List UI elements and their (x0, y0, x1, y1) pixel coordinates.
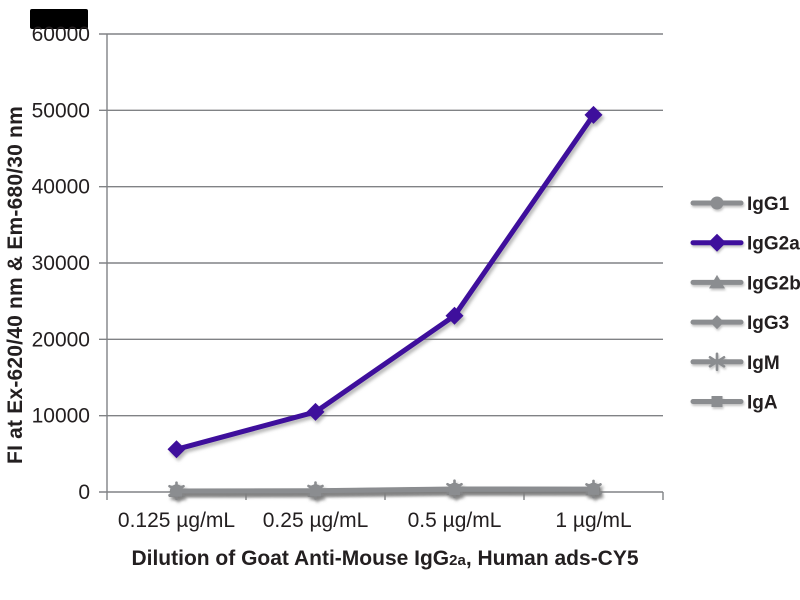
x-tick-label: 0.5 µg/mL (408, 509, 502, 532)
marker-square (588, 483, 599, 495)
y-tick-label: 50000 (32, 99, 90, 122)
marker-diamond (708, 233, 726, 252)
legend-item-IgA (690, 396, 744, 407)
legend-item-IgG2a (690, 233, 744, 252)
x-tick-label: 0.25 µg/mL (263, 509, 369, 532)
y-tick-label: 60000 (32, 23, 90, 46)
marker-triangle (709, 274, 725, 289)
corner-watermark-box (30, 9, 88, 29)
legend-item-IgM (690, 352, 744, 372)
legend-label: IgG1 (747, 194, 790, 215)
legend-label: IgA (747, 393, 778, 414)
marker-square (711, 396, 723, 407)
series-IgA (171, 483, 599, 497)
marker-diamond (445, 306, 464, 325)
legend-item-IgG2b (690, 274, 744, 289)
marker-diamond (584, 105, 603, 124)
series-line-IgA (174, 487, 596, 494)
marker-diamond (167, 440, 186, 459)
legend-label: IgG2b (747, 273, 800, 294)
x-axis-title: Dilution of Goat Anti-Mouse IgG2a, Human… (107, 547, 663, 571)
y-tick-label: 40000 (32, 176, 90, 199)
legend-item-IgG1 (690, 196, 744, 210)
marker-circle (710, 196, 724, 210)
marker-asterisk (708, 352, 726, 372)
y-tick-label: 10000 (32, 405, 90, 428)
marker-square (171, 485, 182, 497)
x-axis-title-text: Dilution of Goat Anti-Mouse IgG (131, 547, 450, 570)
x-tick-label: 0.125 µg/mL (118, 509, 235, 532)
marker-square (449, 484, 460, 495)
x-tick-label: 1 µg/mL (555, 509, 631, 532)
y-tick-label: 20000 (32, 328, 90, 351)
series-IgG2a (167, 105, 603, 459)
legend-label: IgM (747, 353, 780, 374)
x-axis-title-subscript: 2a (449, 552, 466, 569)
y-tick-label: 30000 (32, 252, 90, 275)
marker-diamond (306, 402, 325, 421)
marker-square (310, 485, 321, 497)
legend-item-IgG3 (690, 315, 744, 330)
y-tick-label: 0 (78, 481, 90, 504)
legend-label: IgG2a (747, 234, 800, 255)
x-axis-title-suffix: , Human ads-CY5 (465, 547, 639, 570)
legend-label: IgG3 (747, 313, 789, 334)
series-line-IgG2a (174, 112, 596, 452)
marker-diamond (710, 315, 724, 330)
